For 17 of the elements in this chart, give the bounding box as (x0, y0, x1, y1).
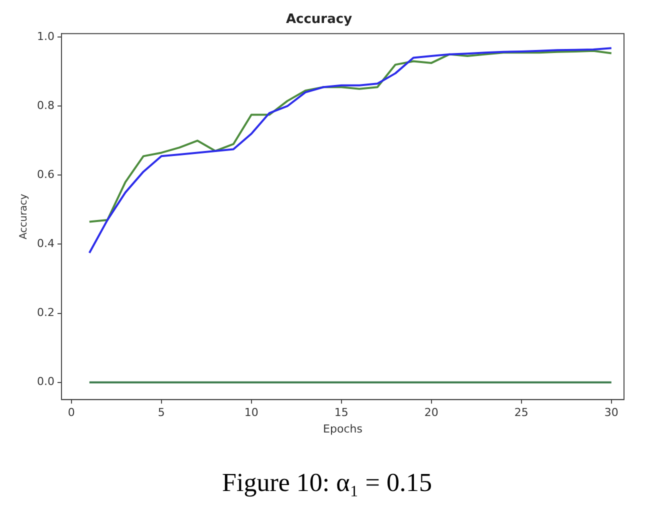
x-axis-title: Epochs (323, 422, 363, 436)
x-tick-label: 20 (424, 406, 438, 420)
chart-title: Accuracy (286, 12, 353, 28)
x-tick-label: 25 (514, 406, 528, 420)
x-tick-label: 15 (334, 406, 348, 420)
y-tick-label: 0.8 (36, 98, 54, 112)
y-tick-label: 0.4 (36, 237, 54, 250)
y-tick-label: 1.0 (36, 30, 54, 43)
y-tick-label: 0.2 (36, 306, 54, 320)
caption: Figure 10: α₁ = 0.15 (221, 468, 433, 498)
y-axis-title: Accuracy (18, 194, 30, 240)
y-tick-label: 0.6 (36, 168, 54, 182)
x-tick-label: 0 (68, 406, 75, 420)
x-tick-label: 10 (244, 406, 258, 420)
y-tick-label: 0.0 (36, 375, 54, 388)
x-tick-label: 30 (604, 406, 618, 420)
x-tick-label: 5 (158, 406, 165, 420)
